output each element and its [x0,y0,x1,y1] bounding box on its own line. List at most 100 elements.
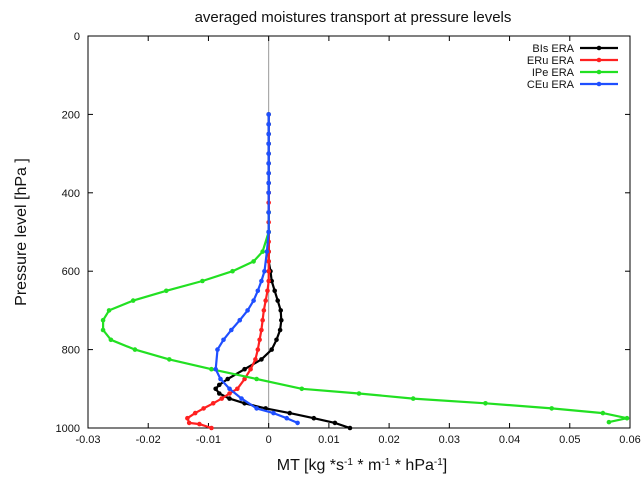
data-point [254,376,259,382]
data-point [266,259,271,264]
y-tick-label: 400 [62,188,80,200]
data-point [266,141,271,147]
data-point [251,298,256,303]
series-eru-era [185,190,271,431]
data-point [261,308,267,313]
y-tick-label: 800 [62,345,80,357]
data-point [265,288,270,294]
data-point [299,386,305,392]
x-axis-label: MT [kg *s-1 * m-1 * hPa-1] [277,457,448,475]
data-point [347,425,353,431]
y-axis-label: Pressure level [hPa ] [13,158,30,306]
legend-marker [596,45,602,51]
x-axis: -0.03 -0.02 -0.01 0 0.01 0.02 0.03 0.04 0.05 0.06 [75,36,641,446]
data-point [197,421,202,427]
data-point [272,288,277,294]
data-point [275,298,281,303]
x-axis-label-exponent: -1 [434,457,443,468]
legend-marker [596,81,602,87]
data-point [600,410,606,416]
data-point [229,327,234,333]
legend-label: BIs ERA [532,43,574,55]
data-point [186,420,192,426]
data-point [266,210,271,215]
plot-area [87,35,631,429]
data-point [266,151,271,156]
data-point [253,357,258,362]
data-point [606,419,612,425]
x-axis-label-part: * hPa [390,457,434,474]
data-point [242,366,247,372]
data-point [230,268,235,274]
data-point [167,357,172,362]
data-point [266,268,271,274]
series-ceu-era [213,112,300,426]
legend-label: ERu ERA [527,55,575,67]
data-point [549,406,555,411]
data-point [108,337,114,343]
data-point [227,391,232,396]
data-point [410,396,416,401]
x-axis-label-exponent: -1 [344,457,353,468]
x-axis-label-part: MT [kg *s [277,457,344,474]
x-tick-label: 0.06 [619,434,640,446]
data-point [278,308,284,313]
data-point [266,112,271,117]
data-point [163,288,169,294]
data-point [237,317,243,323]
data-point [221,337,226,343]
data-point [130,298,136,303]
data-point [213,386,218,392]
x-tick-label: 0.02 [378,434,399,446]
y-tick-label: 600 [62,266,80,278]
data-point [624,415,630,421]
data-point [483,401,488,406]
data-point [287,410,293,416]
data-point [255,288,261,294]
data-point [266,229,271,235]
data-point [239,396,244,401]
legend-marker [596,69,602,75]
legend-marker [596,57,602,63]
y-tick-label: 1000 [56,423,80,435]
series-line [101,212,629,424]
data-point [259,278,264,284]
data-point [200,278,205,284]
data-point [266,161,271,166]
data-point [263,298,268,303]
data-point [257,337,262,343]
data-point [216,391,222,396]
data-point [132,347,138,352]
data-point [219,396,224,401]
data-point [271,410,276,416]
data-point [259,327,264,333]
series-group [100,112,630,431]
data-point [262,268,267,274]
legend-label: IPe ERA [532,67,575,79]
x-tick-label: -0.03 [75,434,100,446]
data-point [266,131,271,137]
data-point [242,376,247,382]
y-axis: 0 200 400 600 800 1000 [56,31,630,435]
x-axis-label-exponent: -1 [381,457,390,468]
data-point [260,249,265,254]
data-point [185,415,190,421]
data-point [277,327,283,333]
data-point [248,366,253,372]
data-point [201,406,206,411]
x-tick-label: 0.03 [439,434,460,446]
data-point [266,170,271,176]
plot-frame [87,35,631,429]
x-axis-label-part: ] [443,457,447,474]
series-line [214,114,299,424]
y-tick-label: 0 [74,31,80,43]
data-point [254,406,259,411]
chart-title: averaged moistures transport at pressure… [195,9,512,26]
x-tick-label: -0.02 [136,434,161,446]
data-point [251,259,256,264]
data-point [279,317,284,323]
data-point [269,347,274,352]
data-point [209,425,214,431]
